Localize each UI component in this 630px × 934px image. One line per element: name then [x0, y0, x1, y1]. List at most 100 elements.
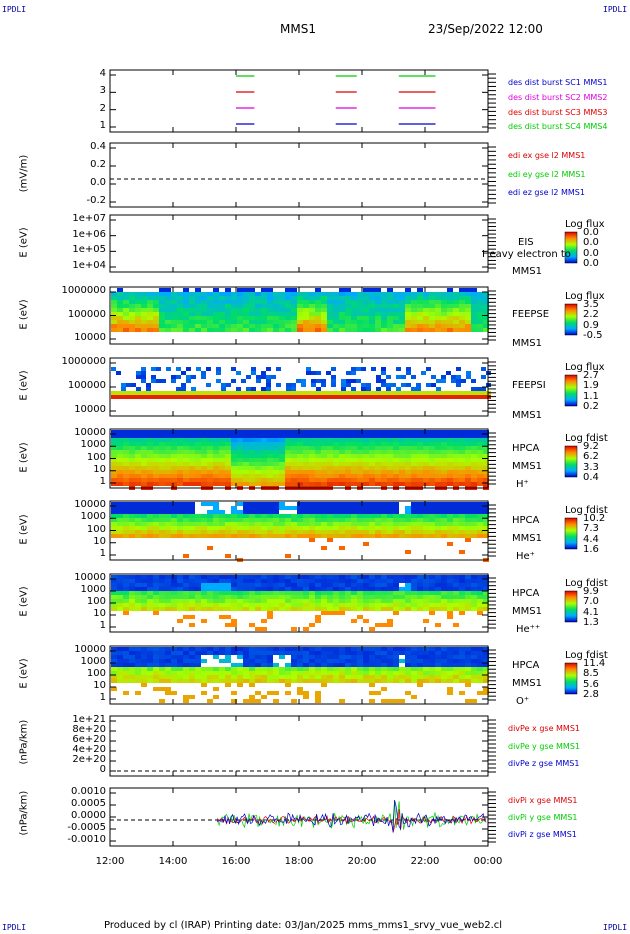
ytick-label: 1000	[80, 511, 106, 523]
ytick-label: 0.0010	[71, 786, 106, 797]
colorbar-title: Log flux	[565, 362, 605, 373]
xtick-label: 18:00	[284, 856, 314, 867]
ytick-label: 100	[86, 668, 106, 679]
ytick-label: 10000	[74, 572, 106, 583]
colorbar-value: 10.2	[583, 513, 606, 524]
ytick-label: 10	[93, 535, 106, 547]
datetime-title: 23/Sep/2022 12:00	[428, 22, 543, 36]
xtick-label: 20:00	[347, 856, 377, 867]
spectrogram-feepse	[111, 288, 489, 332]
divpi-trace	[217, 799, 487, 830]
legend-entry: des dist burst SC1 MMS1	[508, 78, 608, 87]
side-label: MMS1	[512, 266, 542, 277]
ytick-label: 10	[93, 680, 106, 691]
corner-label-bl: IPDLI	[2, 923, 27, 932]
side-label: HPCA	[512, 588, 540, 599]
spectrogram-hpca_he	[111, 502, 489, 562]
ylabel-feepsi: E (eV)	[18, 370, 30, 401]
colorbar-value: 0.9	[583, 319, 599, 331]
spectrogram-hpca_o	[111, 647, 489, 703]
ylabel-hpca_o: E (eV)	[18, 658, 30, 689]
panel-burst	[109, 69, 496, 133]
xtick-label: 22:00	[410, 856, 440, 867]
colorbar-value: 6.2	[583, 451, 599, 463]
ytick-label: 100	[86, 523, 106, 535]
ytick-label: 0.2	[90, 159, 106, 170]
ytick-label: 10000	[74, 332, 106, 343]
ytick-label: 1e+07	[72, 213, 106, 224]
side-label: FEEPSE	[512, 309, 550, 320]
ytick-label: 0.0000	[71, 810, 106, 821]
ytick-label: 100000	[67, 380, 106, 391]
colorbar-value: 2.7	[583, 370, 599, 381]
ytick-label: -0.0005	[67, 822, 106, 833]
legend-entry: divPe y gse MMS1	[508, 741, 580, 751]
colorbar	[564, 590, 578, 623]
ylabel-edi: (mV/m)	[18, 154, 30, 193]
ytick-label: 10000	[74, 427, 106, 438]
ytick-label: 3	[99, 85, 106, 97]
colorbar-value: 9.9	[583, 586, 599, 597]
colorbar-value: 9.2	[583, 441, 599, 452]
ytick-label: 10000	[74, 644, 106, 655]
legend-entry: divPi y gse MMS1	[508, 812, 578, 822]
legend-entry: edi ex gse l2 MMS1	[508, 151, 586, 160]
colorbar-value: 7.3	[583, 523, 599, 535]
panel-frame-eis	[109, 214, 489, 273]
ytick-label: 1	[99, 548, 106, 559]
spectrogram-feepsi	[111, 367, 491, 399]
xtick-label: 16:00	[221, 856, 251, 867]
panel-frame-divpe	[109, 715, 489, 777]
colorbar-title: Log fdist	[565, 505, 608, 516]
side-label: FEEPSI	[512, 380, 546, 391]
panel-divpe	[109, 715, 496, 777]
colorbar-value: 0.2	[583, 401, 599, 412]
spacecraft-title: MMS1	[280, 22, 316, 36]
ylabel-hpca_hepp: E (eV)	[18, 586, 30, 617]
corner-label-tr: IPDLI	[603, 5, 628, 14]
side-label: MMS1	[512, 461, 542, 472]
side-label: MMS1	[512, 533, 542, 544]
colorbar-title: Log fdist	[565, 650, 608, 661]
legend-entry: des dist burst SC2 MMS2	[508, 92, 608, 102]
side-label: O⁺	[516, 696, 530, 707]
ytick-label: 1000000	[61, 285, 106, 296]
panel-edi	[109, 142, 496, 208]
ytick-label: 10000	[74, 404, 106, 415]
colorbar	[564, 231, 578, 264]
colorbar-value: 0.0	[583, 258, 599, 269]
colorbar-value: 3.5	[583, 299, 599, 310]
spectrogram-hpca_h	[111, 430, 489, 490]
legend-entry: edi ez gse l2 MMS1	[508, 188, 585, 198]
colorbar-value: 0.0	[583, 247, 599, 259]
colorbar-value: 0.0	[583, 227, 599, 238]
colorbar-value: 0.0	[583, 237, 599, 249]
side-label: EIS	[518, 237, 534, 248]
ytick-label: 1	[99, 120, 106, 131]
divpi-trace	[217, 800, 487, 832]
side-label: HPCA	[512, 515, 540, 526]
legend-entry: divPi x gse MMS1	[508, 796, 578, 805]
ytick-label: 1e+04	[72, 260, 106, 271]
panel-eis	[109, 214, 578, 273]
colorbar	[564, 662, 578, 695]
ylabel-hpca_h: E (eV)	[18, 441, 30, 473]
colorbar-title: Log fdist	[565, 433, 608, 444]
ytick-label: 2	[99, 102, 106, 114]
legend-entry: des dist burst SC4 MMS4	[508, 122, 608, 132]
side-label: HPCA	[512, 660, 540, 671]
ytick-label: 1000	[80, 584, 106, 595]
colorbar-value: 7.0	[583, 596, 599, 608]
legend-entry: edi ey gse l2 MMS1	[508, 169, 586, 179]
side-label: He⁺⁺	[516, 624, 541, 635]
colorbar-title: Log fdist	[565, 578, 608, 589]
ylabel-divpi: (nPa/km)	[18, 790, 30, 836]
side-label: MMS1	[512, 606, 542, 617]
ytick-label: 10	[93, 463, 106, 475]
ytick-label: 0	[99, 764, 106, 775]
colorbar-value: 3.3	[583, 461, 599, 473]
colorbar-value: 1.9	[583, 380, 599, 392]
ytick-label: 1e+21	[72, 714, 106, 725]
ytick-label: 1000	[80, 656, 106, 667]
footer-credits: Produced by cl (IRAP) Printing date: 03/…	[104, 920, 503, 931]
